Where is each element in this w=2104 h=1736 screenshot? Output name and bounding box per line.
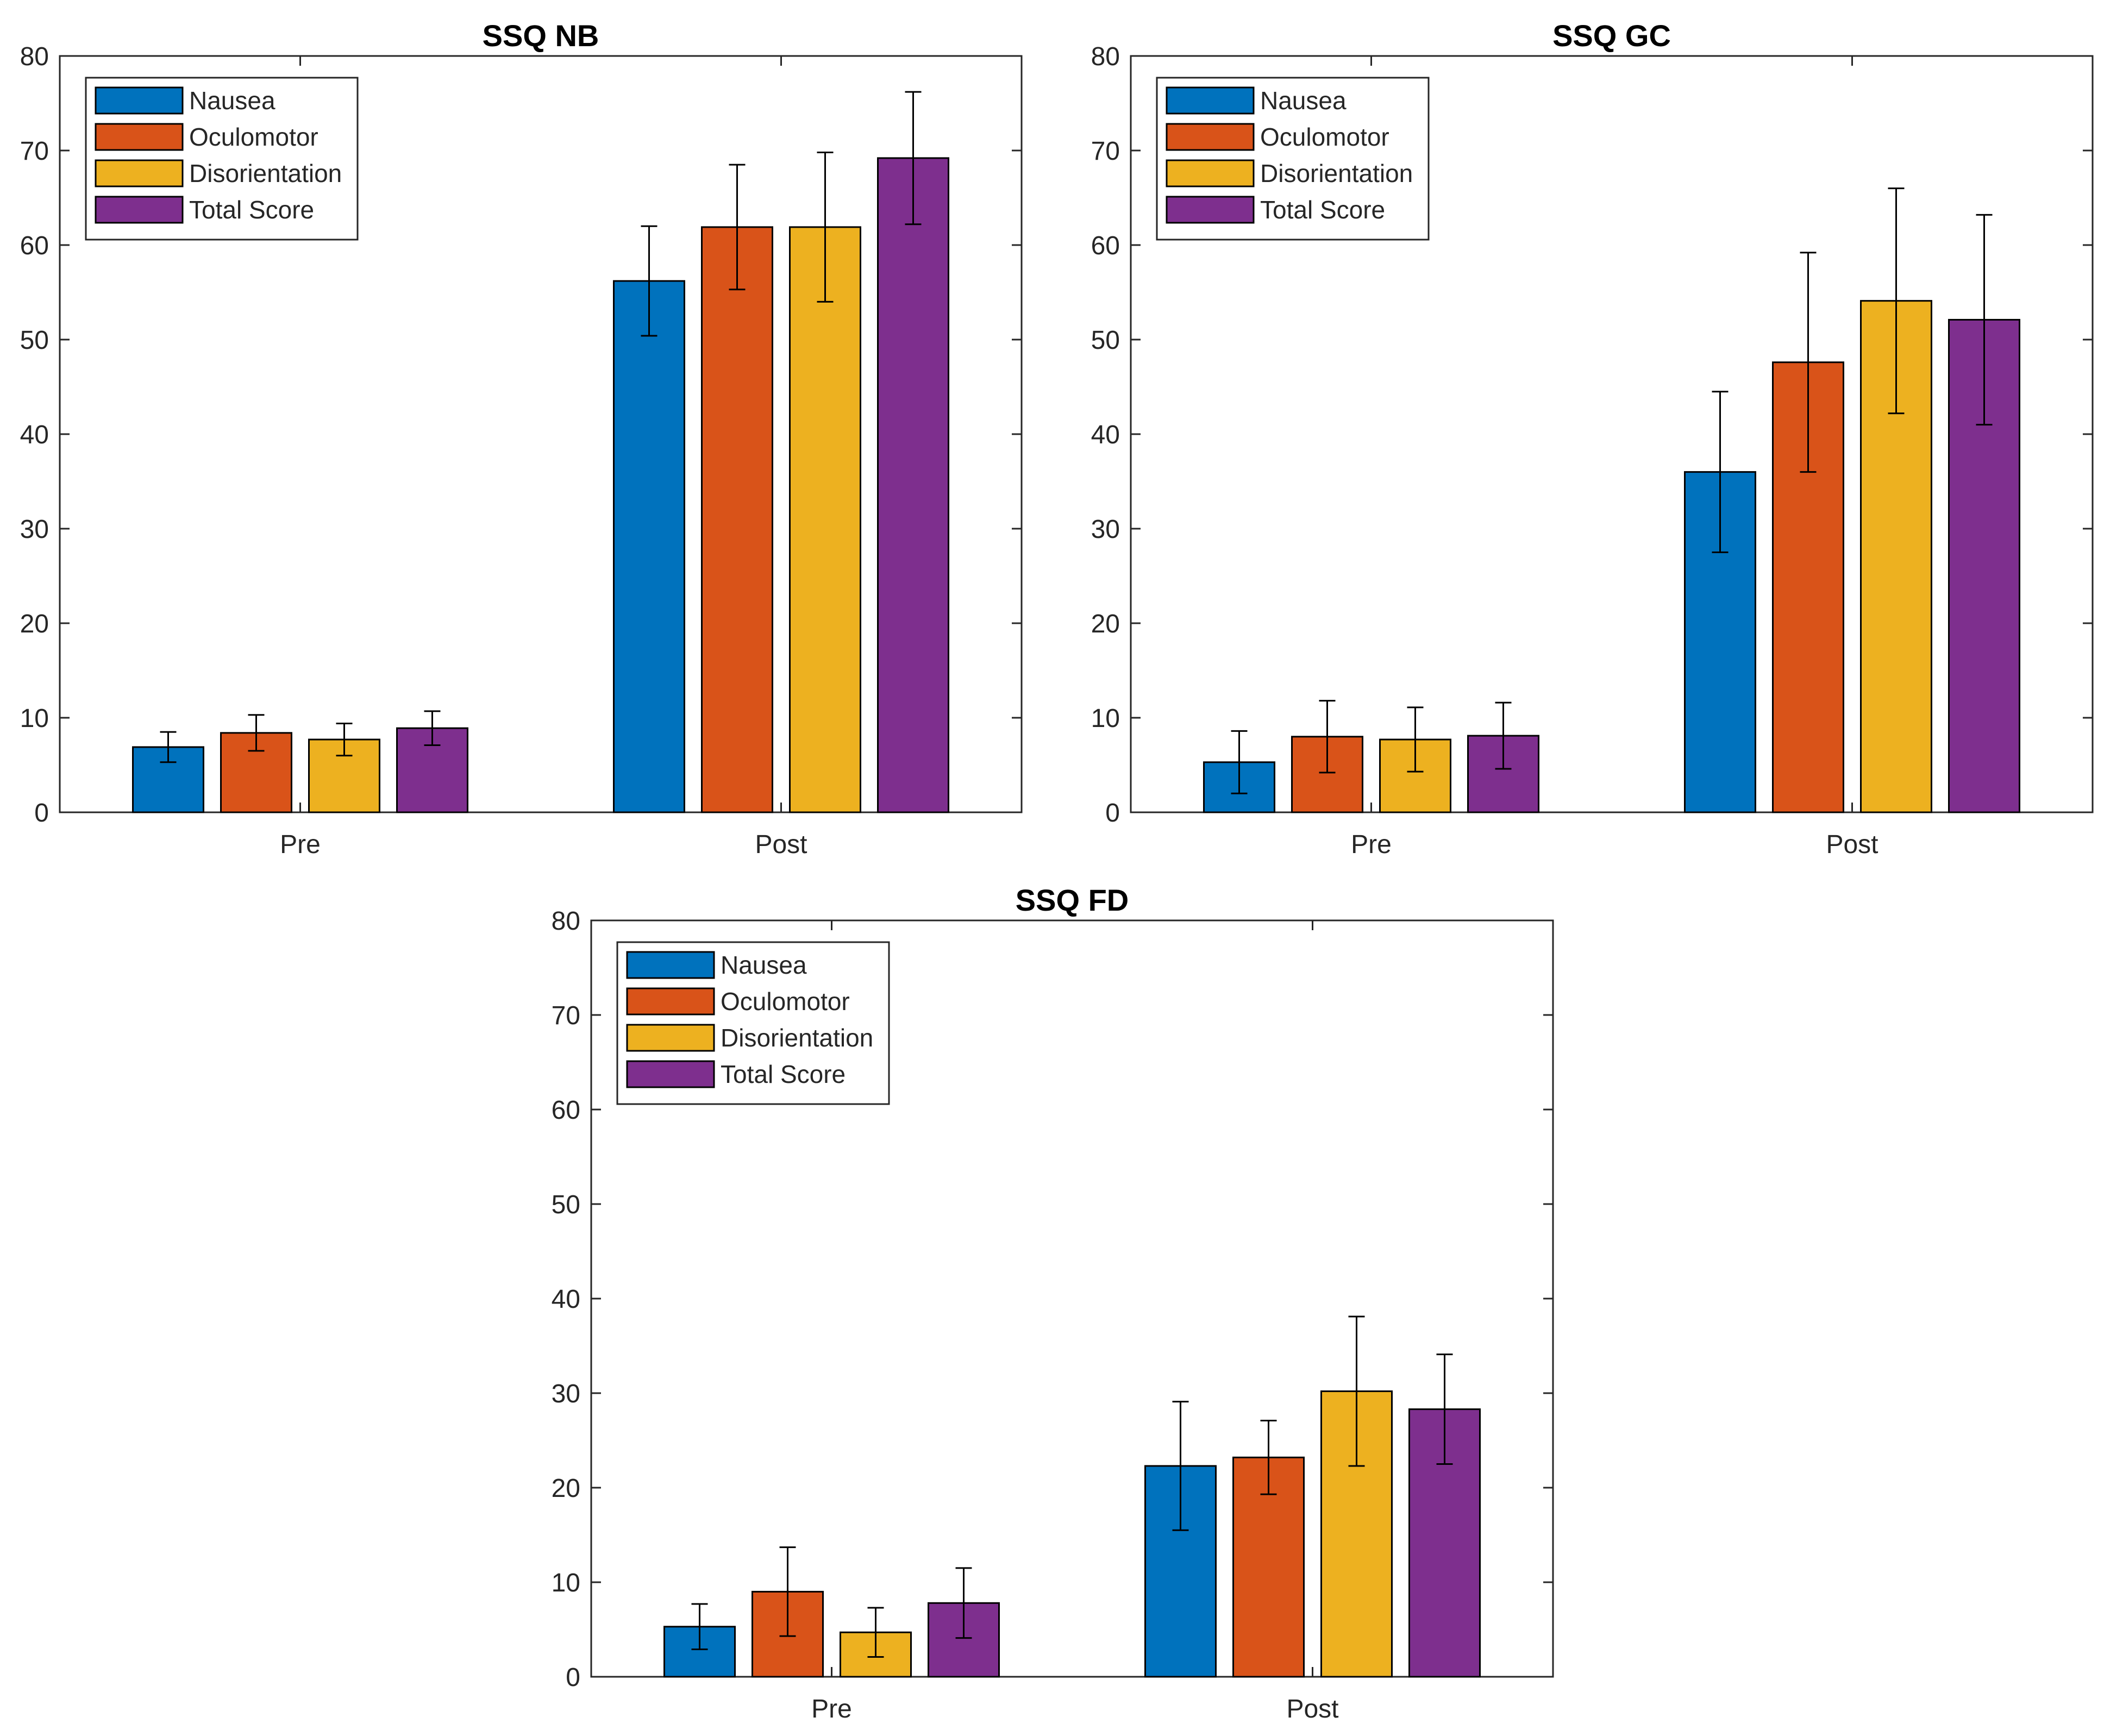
chart-title: SSQ GC xyxy=(1552,18,1671,53)
bar-post-disorientation xyxy=(789,226,861,813)
y-tick-label: 60 xyxy=(20,231,49,260)
legend-swatch-total-score xyxy=(95,196,184,224)
legend-label-total-score: Total Score xyxy=(721,1060,846,1088)
legend-swatch-nausea xyxy=(626,951,715,979)
legend-swatch-oculomotor xyxy=(95,123,184,151)
legend-swatch-total-score xyxy=(1166,196,1255,224)
chart-ssq-fd: SSQ FD 0 10 20 30 40 50 60 70 80 Pre Post Nausea Ocul… xyxy=(552,883,1554,1724)
y-tick-label: 70 xyxy=(1091,137,1120,166)
chart-title: SSQ NB xyxy=(483,18,599,53)
bar-post-oculomotor xyxy=(1232,1456,1305,1678)
legend-label-nausea: Nausea xyxy=(189,86,275,115)
x-tick-label-pre: Pre xyxy=(1351,830,1392,859)
y-tick-label: 0 xyxy=(1105,799,1120,828)
y-tick-label: 60 xyxy=(1091,231,1120,260)
y-tick-label: 50 xyxy=(20,326,49,355)
y-tick-label: 70 xyxy=(552,1001,580,1030)
x-tick-label-post: Post xyxy=(1826,830,1878,859)
legend-swatch-total-score xyxy=(626,1060,715,1088)
y-tick-label: 30 xyxy=(552,1380,580,1408)
chart-title: SSQ FD xyxy=(1016,883,1129,917)
y-tick-label: 50 xyxy=(552,1190,580,1219)
legend-label-disorientation: Disorientation xyxy=(1260,159,1413,187)
x-tick-label-pre: Pre xyxy=(280,830,321,859)
y-tick-label: 60 xyxy=(552,1096,580,1125)
legend-swatch-oculomotor xyxy=(626,987,715,1016)
chart-ssq-gc: SSQ GC 0 10 20 30 40 50 60 70 80 Pre Post Nausea Ocul… xyxy=(1091,18,2094,859)
legend: Nausea Oculomotor Disorientation Total Scor… xyxy=(85,77,359,241)
legend-label-total-score: Total Score xyxy=(189,196,314,224)
chart-ssq-nb: SSQ NB 0 10 20 30 40 50 60 70 80 Pre Post Nausea Ocul… xyxy=(20,18,1023,859)
x-tick-label-pre: Pre xyxy=(811,1695,852,1724)
y-tick-label: 0 xyxy=(566,1663,580,1692)
bar-post-oculomotor xyxy=(701,226,773,813)
y-tick-label: 20 xyxy=(552,1474,580,1503)
legend-label-disorientation: Disorientation xyxy=(189,159,342,187)
legend: Nausea Oculomotor Disorientation Total Scor… xyxy=(1156,77,1430,241)
legend-label-oculomotor: Oculomotor xyxy=(189,123,318,151)
x-tick-label-post: Post xyxy=(755,830,807,859)
bar-post-total-score xyxy=(877,157,949,813)
y-tick-label: 20 xyxy=(20,610,49,638)
y-tick-label: 40 xyxy=(552,1285,580,1314)
y-tick-label: 40 xyxy=(20,421,49,449)
y-tick-label: 10 xyxy=(1091,704,1120,733)
y-tick-label: 80 xyxy=(1091,42,1120,71)
y-tick-label: 80 xyxy=(20,42,49,71)
legend-label-total-score: Total Score xyxy=(1260,196,1385,224)
y-tick-label: 20 xyxy=(1091,610,1120,638)
x-tick-label-post: Post xyxy=(1286,1695,1338,1724)
legend-swatch-oculomotor xyxy=(1166,123,1255,151)
y-tick-label: 50 xyxy=(1091,326,1120,355)
y-tick-label: 30 xyxy=(1091,515,1120,544)
y-tick-label: 30 xyxy=(20,515,49,544)
legend-label-oculomotor: Oculomotor xyxy=(1260,123,1389,151)
legend-label-nausea: Nausea xyxy=(1260,86,1347,115)
legend-label-nausea: Nausea xyxy=(721,951,807,979)
legend-swatch-nausea xyxy=(95,86,184,115)
y-tick-label: 10 xyxy=(552,1569,580,1597)
y-tick-label: 0 xyxy=(34,799,49,828)
legend-swatch-disorientation xyxy=(1166,159,1255,187)
y-tick-label: 40 xyxy=(1091,421,1120,449)
legend-label-oculomotor: Oculomotor xyxy=(721,987,850,1016)
legend-swatch-disorientation xyxy=(95,159,184,187)
bar-post-nausea xyxy=(613,280,685,813)
legend: Nausea Oculomotor Disorientation Total Scor… xyxy=(616,941,890,1105)
y-tick-label: 10 xyxy=(20,704,49,733)
y-tick-label: 80 xyxy=(552,907,580,936)
legend-swatch-disorientation xyxy=(626,1024,715,1052)
y-tick-label: 70 xyxy=(20,137,49,166)
legend-label-disorientation: Disorientation xyxy=(721,1024,873,1052)
legend-swatch-nausea xyxy=(1166,86,1255,115)
